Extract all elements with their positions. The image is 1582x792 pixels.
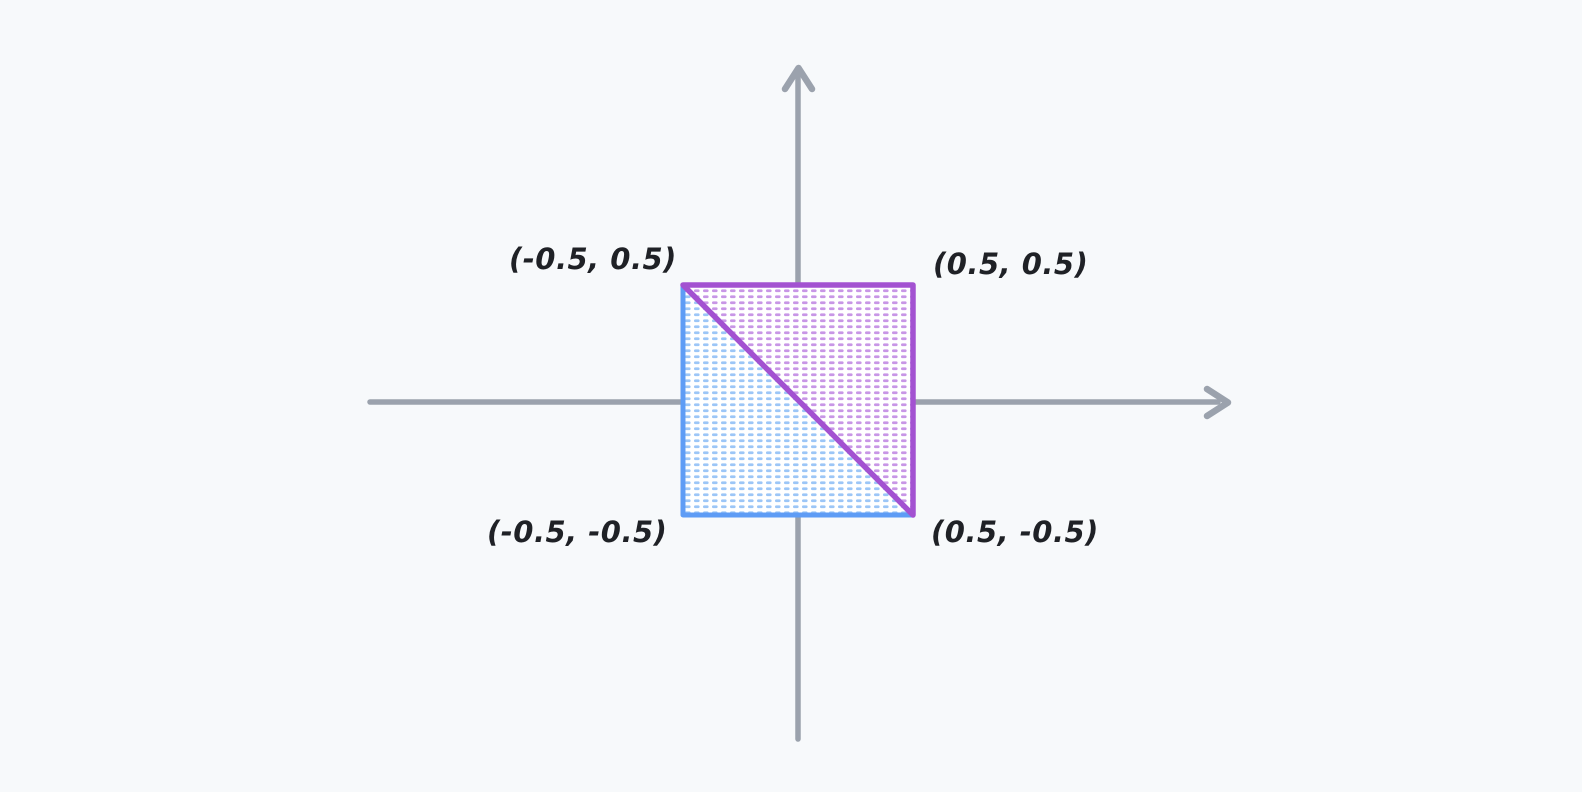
label-top-right-corner: (0.5, 0.5) <box>933 247 1089 281</box>
label-bottom-left-corner: (-0.5, -0.5) <box>487 515 668 549</box>
purple-triangle <box>680 282 916 518</box>
y-axis-arrowhead-icon <box>781 64 816 93</box>
x-axis-arrowhead-icon <box>1203 385 1232 420</box>
label-top-left-corner: (-0.5, 0.5) <box>509 242 677 276</box>
label-bottom-right-corner: (0.5, -0.5) <box>931 515 1099 549</box>
